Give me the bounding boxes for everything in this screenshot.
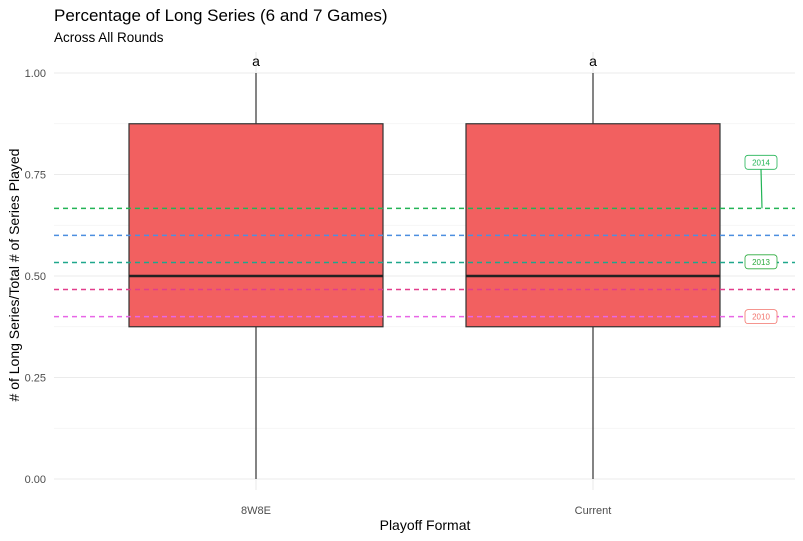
box (128, 123, 384, 328)
y-tick-label: 0.75 (25, 170, 46, 182)
y-tick-label: 0.50 (25, 271, 46, 283)
box (465, 123, 721, 328)
year-label-box (744, 309, 778, 325)
x-tick-label: 8W8E (241, 505, 271, 517)
y-tick-label: 0.00 (25, 474, 46, 486)
y-tick-label: 1.00 (25, 68, 46, 80)
y-tick-label: 0.25 (25, 373, 46, 385)
significance-letter: a (252, 53, 260, 69)
year-label: 2010 (752, 313, 770, 322)
year-label-box (744, 154, 778, 170)
chart-subtitle: Across All Rounds (54, 30, 164, 45)
significance-letter: a (589, 53, 597, 69)
chart-title: Percentage of Long Series (6 and 7 Games… (54, 6, 388, 25)
year-label-box (744, 254, 778, 270)
year-label: 2014 (752, 158, 770, 167)
x-tick-label: Current (575, 505, 612, 517)
leader-line (760, 169, 763, 209)
year-label: 2013 (752, 258, 770, 267)
x-axis-label: Playoff Format (379, 517, 471, 533)
